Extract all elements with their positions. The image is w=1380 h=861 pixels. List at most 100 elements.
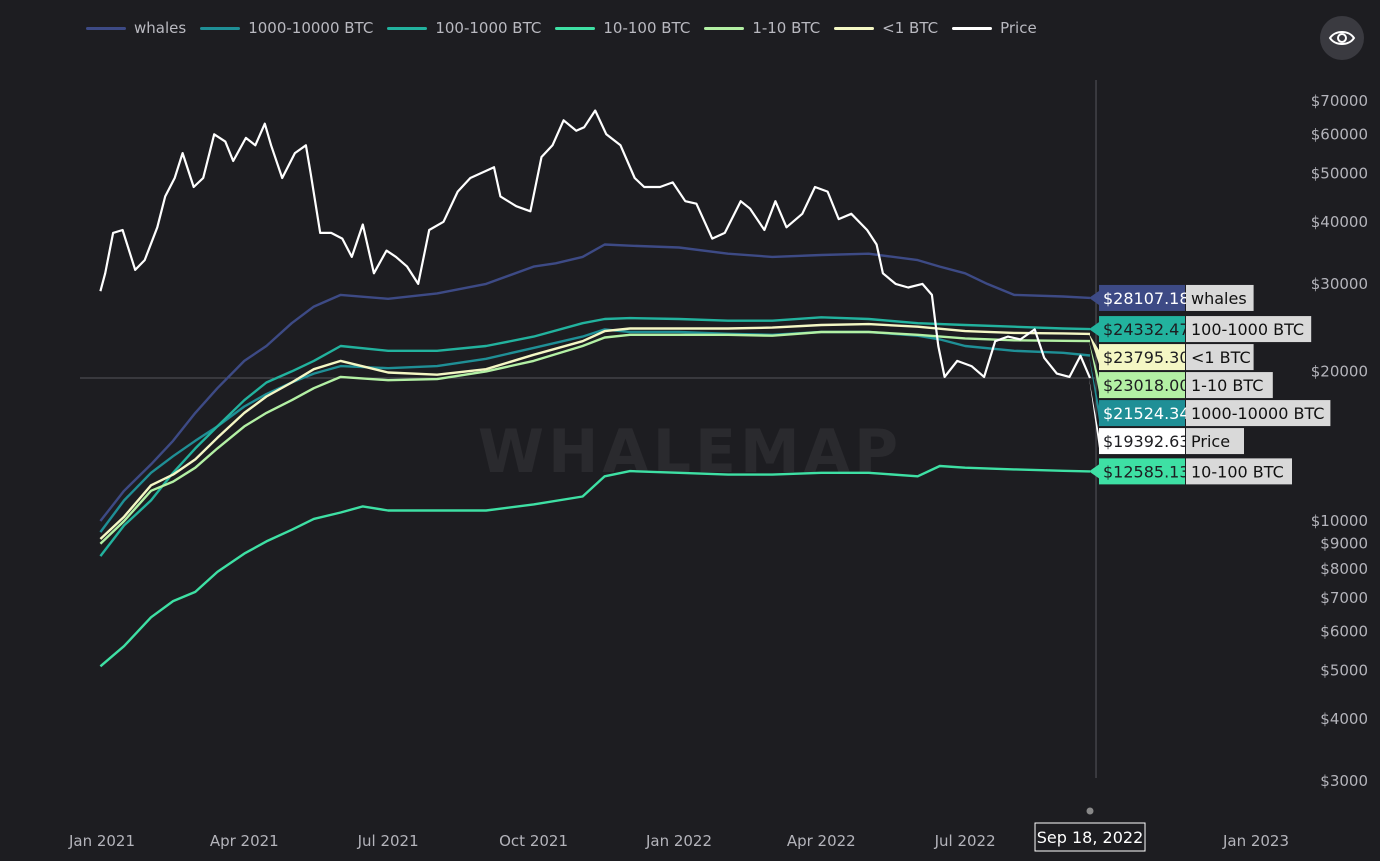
legend-item-1000-10000-btc[interactable]: 1000-10000 BTC	[200, 19, 373, 37]
tag-value-box	[1099, 458, 1185, 485]
series-line-1000-10000-btc	[99, 328, 1091, 533]
legend-label: 10-100 BTC	[603, 19, 691, 37]
y-tick-label: $30000	[1311, 275, 1368, 293]
watermark: WHALEMAP	[478, 417, 902, 487]
tag-value-box	[1099, 400, 1185, 427]
legend-swatch	[86, 26, 126, 30]
legend: whales 1000-10000 BTC 100-1000 BTC 10-100 B…	[86, 17, 1037, 39]
legend-item-100-1000-btc[interactable]: 100-1000 BTC	[387, 19, 541, 37]
x-tick-label: Apr 2022	[787, 832, 856, 850]
tag-pointer	[1089, 322, 1099, 337]
legend-label: 100-1000 BTC	[435, 19, 542, 37]
series-line-whales	[99, 243, 1091, 522]
y-tick-label: $5000	[1320, 662, 1368, 680]
tag-name: whales	[1191, 289, 1247, 308]
value-tag-1000-10000-btc: $21524.34 1000-10000 BTC	[1089, 355, 1331, 427]
tag-pointer	[1089, 333, 1099, 365]
legend-label: Price	[1000, 19, 1037, 37]
value-tag-10-100-btc: $12585.13 10-100 BTC	[1089, 458, 1292, 485]
tag-name-box	[1186, 372, 1273, 399]
series-line-lt1-btc	[99, 322, 1091, 540]
tag-pointer	[1089, 341, 1099, 393]
y-tick-label: $6000	[1320, 622, 1368, 640]
legend-swatch	[834, 26, 875, 30]
tag-value-box	[1099, 372, 1185, 399]
y-tick-label: $60000	[1311, 125, 1368, 143]
tag-pointer	[1089, 378, 1099, 449]
value-tag-price: $19392.63 Price	[1089, 378, 1244, 455]
tag-value: $12585.13	[1103, 462, 1190, 481]
tag-name: <1 BTC	[1191, 348, 1251, 367]
tag-value: $21524.34	[1103, 404, 1190, 423]
value-tag-100-1000-btc: $24332.47 100-1000 BTC	[1089, 316, 1312, 343]
series-line-price	[99, 109, 1092, 379]
crosshair-date-label: Sep 18, 2022	[1037, 828, 1144, 847]
tag-value: $28107.18	[1103, 289, 1190, 308]
series-line-10-100-btc	[99, 464, 1091, 668]
value-tag-whales: $28107.18 whales	[1089, 284, 1254, 311]
legend-swatch	[952, 26, 993, 30]
tag-value-box	[1099, 284, 1185, 311]
crosshair-date-box	[1034, 822, 1146, 852]
y-tick-label: $4000	[1320, 710, 1368, 728]
x-tick-label: Oct 2021	[499, 832, 568, 850]
y-tick-label: $10000	[1311, 512, 1368, 530]
eye-button[interactable]	[1320, 16, 1364, 60]
tag-name: 100-1000 BTC	[1191, 320, 1304, 339]
y-tick-label: $7000	[1320, 589, 1368, 607]
series-line-100-1000-btc	[99, 316, 1091, 557]
legend-swatch	[704, 26, 745, 30]
tag-name-box	[1186, 428, 1244, 455]
legend-swatch	[200, 26, 241, 30]
tag-value: $23018.00	[1103, 376, 1190, 395]
legend-item-price[interactable]: Price	[952, 19, 1037, 37]
tag-name: 1-10 BTC	[1191, 376, 1263, 395]
legend-item-10-100-btc[interactable]: 10-100 BTC	[555, 19, 690, 37]
eye-icon	[1328, 31, 1356, 45]
legend-label: 1-10 BTC	[752, 19, 821, 37]
legend-item-lt1-btc[interactable]: <1 BTC	[834, 19, 938, 37]
legend-swatch	[387, 26, 428, 30]
tag-value: $24332.47	[1103, 320, 1190, 339]
x-tick-label: Jul 2021	[357, 832, 419, 850]
tag-name-box	[1186, 400, 1331, 427]
tag-value-box	[1099, 344, 1185, 371]
legend-item-whales[interactable]: whales	[86, 19, 186, 37]
value-tag-lt1-btc: $23795.30 <1 BTC	[1089, 333, 1254, 371]
x-tick-label: Jan 2023	[1222, 832, 1289, 850]
tag-name-box	[1186, 458, 1292, 485]
tag-pointer	[1089, 464, 1099, 479]
tag-value: $19392.63	[1103, 432, 1190, 451]
y-tick-label: $40000	[1311, 213, 1368, 231]
tag-name-box	[1186, 316, 1312, 343]
legend-swatch	[555, 26, 596, 30]
y-tick-label: $50000	[1311, 165, 1368, 183]
x-tick-label: Jan 2021	[68, 832, 135, 850]
y-tick-label: $70000	[1311, 92, 1368, 110]
legend-label: <1 BTC	[882, 19, 939, 37]
tag-value-box	[1099, 316, 1185, 343]
legend-label: whales	[134, 19, 187, 37]
y-tick-label: $3000	[1320, 772, 1368, 790]
tag-pointer	[1089, 355, 1099, 421]
value-tag-1-10-btc: $23018.00 1-10 BTC	[1089, 341, 1273, 399]
x-tick-label: Apr 2021	[210, 832, 279, 850]
tag-value: $23795.30	[1103, 348, 1190, 367]
tag-value-box	[1099, 428, 1185, 455]
x-tick-label: Jan 2022	[645, 832, 712, 850]
tag-name: Price	[1191, 432, 1230, 451]
tag-name: 1000-10000 BTC	[1191, 404, 1324, 423]
tag-name: 10-100 BTC	[1191, 462, 1284, 481]
y-tick-label: $8000	[1320, 560, 1368, 578]
series-line-1-10-btc	[99, 330, 1091, 545]
tag-pointer	[1089, 290, 1099, 305]
y-tick-label: $20000	[1311, 362, 1368, 380]
legend-label: 1000-10000 BTC	[248, 19, 374, 37]
tag-name-box	[1186, 284, 1254, 311]
tag-name-box	[1186, 344, 1254, 371]
x-tick-label: Jul 2022	[934, 832, 996, 850]
legend-item-1-10-btc[interactable]: 1-10 BTC	[704, 19, 820, 37]
y-tick-label: $9000	[1320, 535, 1368, 553]
crosshair-marker	[1086, 807, 1094, 815]
